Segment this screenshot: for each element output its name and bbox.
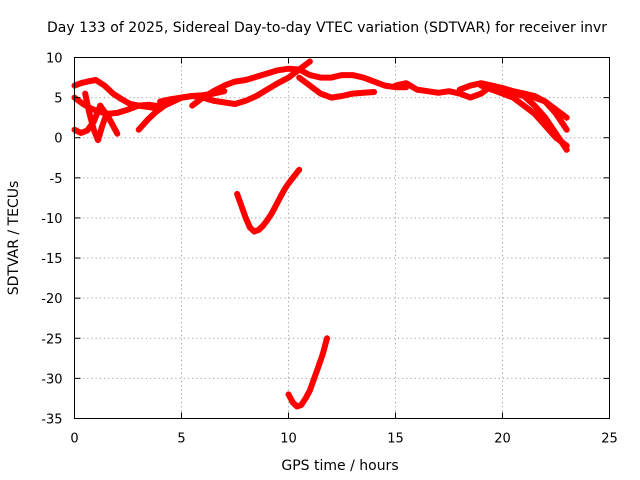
y-tick-label: 10 <box>46 52 63 67</box>
y-tick-labels: 10 5 0 -5 -10 -15 -20 -25 -30 -35 <box>41 52 62 428</box>
x-tick-label: 0 <box>70 432 78 447</box>
y-tick-label: -15 <box>41 252 62 267</box>
series-arc-12 <box>456 80 570 153</box>
y-tick-label: -30 <box>41 372 62 387</box>
x-tick-label: 25 <box>601 432 618 447</box>
grid <box>74 57 610 419</box>
y-tick-label: -25 <box>41 332 62 347</box>
x-tick-label: 10 <box>280 432 297 447</box>
series-arc-14 <box>520 90 570 121</box>
series-arc-13 <box>478 82 570 149</box>
x-tick-label: 5 <box>177 432 185 447</box>
y-axis-label: SDTVAR / TECUs <box>6 181 22 296</box>
y-tick-label: 5 <box>54 92 62 107</box>
plot-frame <box>74 57 610 419</box>
y-tick-label: -5 <box>50 172 63 187</box>
y-tick-label: -20 <box>41 292 62 307</box>
y-tick-label: 0 <box>54 132 62 147</box>
x-tick-labels: 0 5 10 15 20 25 <box>70 432 617 447</box>
series-arc-9 <box>234 166 303 235</box>
series-layer <box>71 58 570 410</box>
axis-ticks <box>74 57 610 419</box>
series-arc-10 <box>285 335 330 410</box>
x-axis-label: GPS time / hours <box>281 458 398 474</box>
y-tick-label: -10 <box>41 212 62 227</box>
x-tick-label: 20 <box>494 432 511 447</box>
series-arc-8 <box>296 74 378 101</box>
series-arc-7 <box>189 65 410 109</box>
y-tick-label: -35 <box>41 413 62 428</box>
chart-title: Day 133 of 2025, Sidereal Day-to-day VTE… <box>47 20 607 36</box>
series-arc-4 <box>82 90 110 144</box>
series-arc-2 <box>71 77 164 112</box>
x-tick-label: 15 <box>387 432 404 447</box>
series-arc-6 <box>157 58 313 107</box>
